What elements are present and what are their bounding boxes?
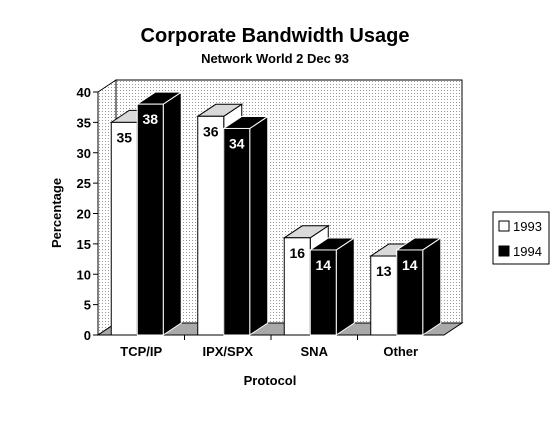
bar-front [197,115,225,336]
bar-side [335,237,355,336]
y-tick-label: 10 [77,267,91,282]
y-tick-label: 5 [84,298,91,313]
y-tick-label: 35 [77,115,91,130]
y-tick-label: 40 [77,85,91,100]
legend-swatch-1994 [498,245,510,257]
x-tick-label: IPX/SPX [202,344,253,359]
y-tick-label: 30 [77,146,91,161]
legend-swatch-1993 [498,220,510,232]
chart-subtitle: Network World 2 Dec 93 [201,51,349,66]
bar-front [136,103,164,336]
bar-front [370,255,398,336]
x-axis-title: Protocol [244,373,297,388]
bar-side [162,91,182,336]
bar-1994-sna: 14 [308,237,356,336]
bar-front [309,249,337,336]
data-label: 14 [402,257,418,273]
bar-1994-other: 14 [395,237,443,336]
x-tick-label: TCP/IP [120,344,162,359]
data-label: 34 [229,135,245,151]
bars: 35 38 36 34 16 14 13 14 [109,91,443,336]
legend-label-1994: 1994 [513,244,542,259]
data-label: 16 [289,245,305,261]
chart-title: Corporate Bandwidth Usage [141,25,410,47]
bar-front [396,249,424,336]
y-tick-label: 15 [77,237,91,252]
legend: 1993 1994 [492,211,550,265]
y-tick-label: 20 [77,207,91,222]
x-tick-labels: TCP/IP IPX/SPX SNA Other [120,344,418,359]
bar-side [249,115,269,336]
bar-side [422,237,442,336]
bar-1994-ipx-spx: 34 [222,115,270,336]
data-label: 35 [116,129,132,145]
bar-1994-tcp-ip: 38 [135,91,183,336]
data-label: 13 [376,263,392,279]
y-axis-title: Percentage [49,178,64,248]
bar-front [223,127,251,336]
y-tick-label: 25 [77,176,91,191]
data-label: 14 [315,257,331,273]
x-tick-label: Other [383,344,418,359]
legend-label-1993: 1993 [513,219,542,234]
data-label: 36 [203,123,219,139]
x-tick-label: SNA [301,344,329,359]
y-tick-labels: 0 5 10 15 20 25 30 35 40 [77,85,91,343]
bar-front [110,121,138,336]
y-tick-label: 0 [84,328,91,343]
data-label: 38 [142,111,158,127]
